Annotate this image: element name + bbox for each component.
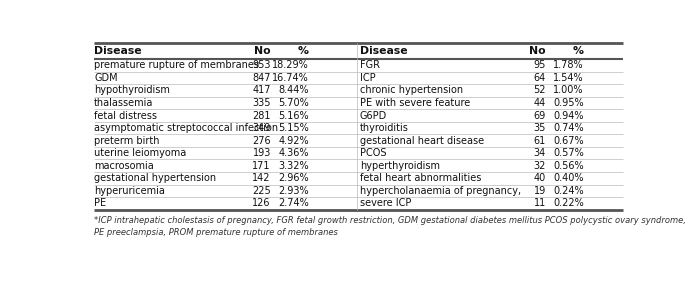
Text: No: No [529, 46, 546, 56]
Text: 0.74%: 0.74% [553, 123, 584, 133]
Text: G6PD: G6PD [360, 110, 387, 121]
Text: 349: 349 [253, 123, 271, 133]
Text: Disease: Disease [94, 46, 141, 56]
Text: hyperthyroidism: hyperthyroidism [360, 161, 440, 171]
Text: 5.16%: 5.16% [278, 110, 309, 121]
Text: chronic hypertension: chronic hypertension [360, 85, 463, 96]
Text: fetal distress: fetal distress [94, 110, 157, 121]
Text: *ICP intrahepatic cholestasis of pregnancy, FGR fetal growth restriction, GDM ge: *ICP intrahepatic cholestasis of pregnan… [94, 216, 686, 225]
Text: premature rupture of membranes: premature rupture of membranes [94, 60, 259, 70]
Text: 126: 126 [253, 198, 271, 208]
Text: hypothyroidism: hypothyroidism [94, 85, 170, 96]
Text: 1.78%: 1.78% [553, 60, 584, 70]
Text: hyperuricemia: hyperuricemia [94, 186, 165, 196]
Text: 3.32%: 3.32% [278, 161, 309, 171]
Text: 281: 281 [253, 110, 271, 121]
Text: 0.67%: 0.67% [553, 136, 584, 146]
Text: 95: 95 [533, 60, 546, 70]
Text: 34: 34 [533, 148, 546, 158]
Text: 4.92%: 4.92% [278, 136, 309, 146]
Text: PE preeclampsia, PROM premature rupture of membranes: PE preeclampsia, PROM premature rupture … [94, 228, 338, 237]
Text: PE: PE [94, 198, 106, 208]
Text: 417: 417 [253, 85, 271, 96]
Text: fetal heart abnormalities: fetal heart abnormalities [360, 173, 481, 183]
Text: macrosomia: macrosomia [94, 161, 154, 171]
Text: 35: 35 [533, 123, 546, 133]
Text: 5.15%: 5.15% [278, 123, 309, 133]
Text: 0.24%: 0.24% [553, 186, 584, 196]
Text: 953: 953 [253, 60, 271, 70]
Text: 171: 171 [253, 161, 271, 171]
Text: No: No [254, 46, 271, 56]
Text: thyroiditis: thyroiditis [360, 123, 409, 133]
Text: 4.36%: 4.36% [279, 148, 309, 158]
Text: 276: 276 [252, 136, 271, 146]
Text: 8.44%: 8.44% [279, 85, 309, 96]
Text: 52: 52 [533, 85, 546, 96]
Text: 847: 847 [253, 73, 271, 83]
Text: 2.96%: 2.96% [278, 173, 309, 183]
Text: 5.70%: 5.70% [278, 98, 309, 108]
Text: 142: 142 [253, 173, 271, 183]
Text: 16.74%: 16.74% [272, 73, 309, 83]
Text: 0.22%: 0.22% [553, 198, 584, 208]
Text: 335: 335 [253, 98, 271, 108]
Text: 2.93%: 2.93% [278, 186, 309, 196]
Text: gestational hypertension: gestational hypertension [94, 173, 216, 183]
Text: 69: 69 [533, 110, 546, 121]
Text: 32: 32 [533, 161, 546, 171]
Text: 1.00%: 1.00% [554, 85, 584, 96]
Text: severe ICP: severe ICP [360, 198, 411, 208]
Text: 40: 40 [533, 173, 546, 183]
Text: 1.54%: 1.54% [553, 73, 584, 83]
Text: 11: 11 [533, 198, 546, 208]
Text: 19: 19 [533, 186, 546, 196]
Text: 0.40%: 0.40% [554, 173, 584, 183]
Text: hypercholanaemia of pregnancy,: hypercholanaemia of pregnancy, [360, 186, 521, 196]
Text: %: % [573, 46, 584, 56]
Text: thalassemia: thalassemia [94, 98, 153, 108]
Text: 0.94%: 0.94% [554, 110, 584, 121]
Text: 64: 64 [533, 73, 546, 83]
Text: %: % [298, 46, 309, 56]
Text: 225: 225 [252, 186, 271, 196]
Text: 2.74%: 2.74% [278, 198, 309, 208]
Text: Disease: Disease [360, 46, 407, 56]
Text: PE with severe feature: PE with severe feature [360, 98, 470, 108]
Text: asymptomatic streptococcal infection: asymptomatic streptococcal infection [94, 123, 278, 133]
Text: ICP: ICP [360, 73, 375, 83]
Text: PCOS: PCOS [360, 148, 386, 158]
Text: preterm birth: preterm birth [94, 136, 160, 146]
Text: FGR: FGR [360, 60, 380, 70]
Text: GDM: GDM [94, 73, 118, 83]
Text: 193: 193 [253, 148, 271, 158]
Text: 18.29%: 18.29% [272, 60, 309, 70]
Text: 0.57%: 0.57% [553, 148, 584, 158]
Text: 0.56%: 0.56% [553, 161, 584, 171]
Text: 61: 61 [533, 136, 546, 146]
Text: uterine leiomyoma: uterine leiomyoma [94, 148, 186, 158]
Text: gestational heart disease: gestational heart disease [360, 136, 484, 146]
Text: 0.95%: 0.95% [553, 98, 584, 108]
Text: 44: 44 [533, 98, 546, 108]
